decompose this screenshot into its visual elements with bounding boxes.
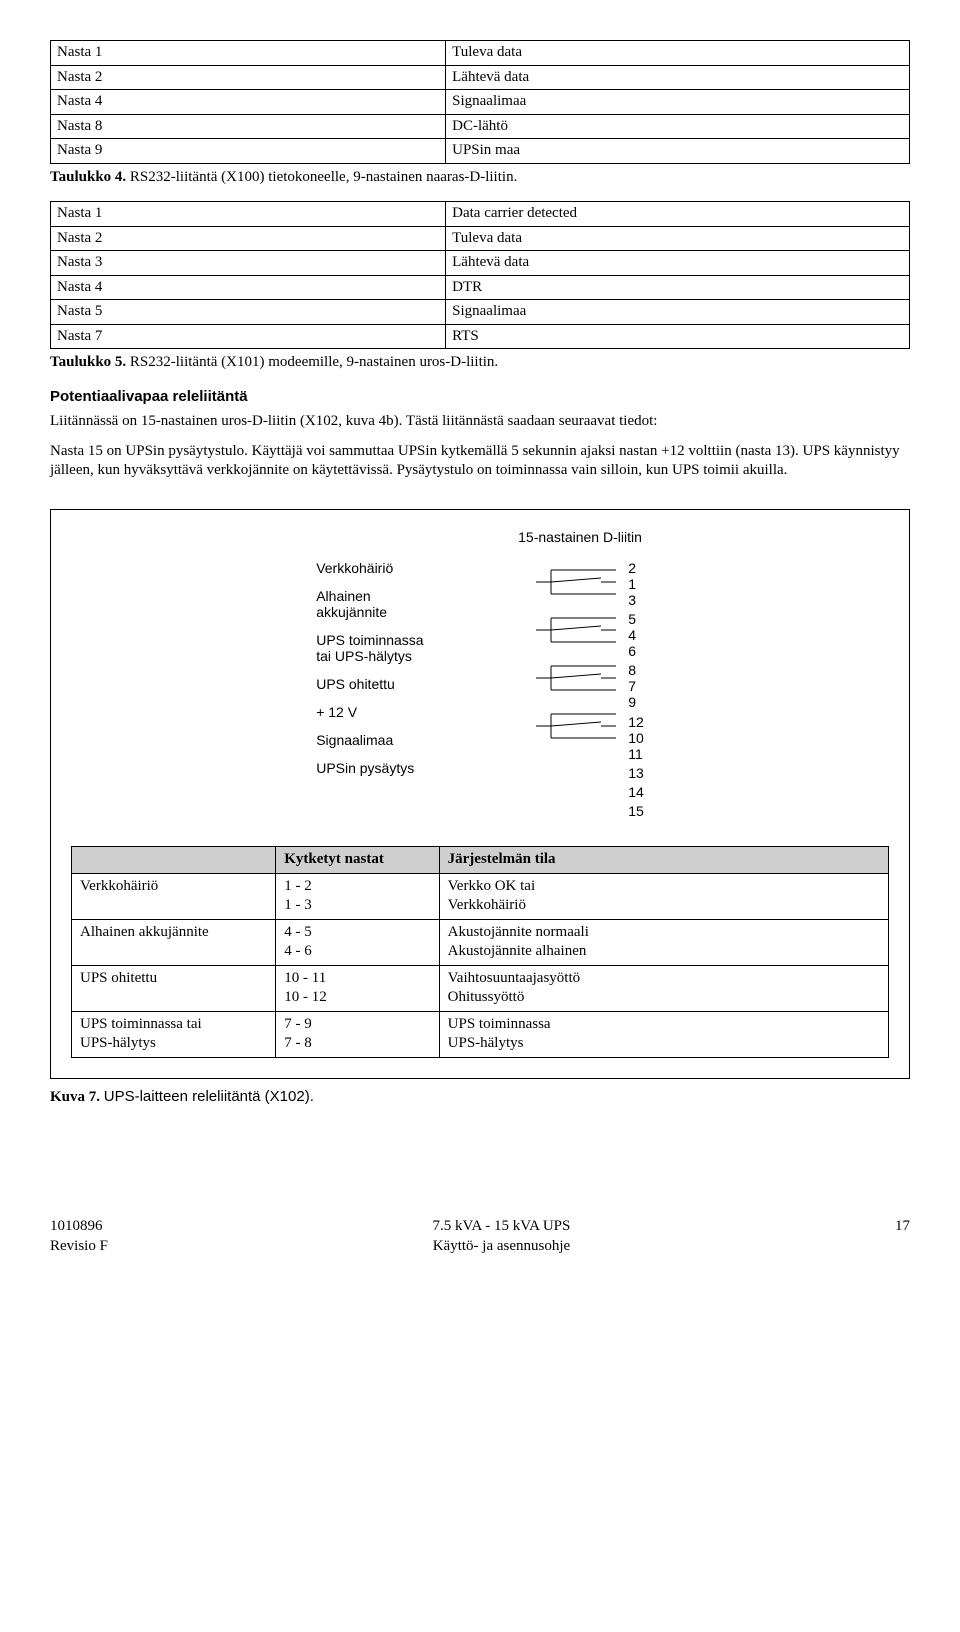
table-pinout-2: Nasta 1Data carrier detectedNasta 2Tulev…	[50, 201, 910, 349]
table2-caption-text: RS232-liitäntä (X101) modeemille, 9-nast…	[130, 354, 498, 370]
inner-th-1: Kytketyt nastat	[276, 847, 439, 874]
table-cell: 4 - 54 - 6	[276, 919, 439, 965]
pin-group: 879	[628, 662, 644, 710]
inner-th-blank	[72, 847, 276, 874]
table-cell: Tuleva data	[446, 41, 910, 66]
table-cell: 10 - 1110 - 12	[276, 965, 439, 1011]
figure-label: UPS toiminnassatai UPS-hälytys	[316, 632, 496, 664]
figure-layout: Verkkohäiriö Alhainenakkujännite UPS toimi…	[71, 560, 889, 822]
figure-left-labels: Verkkohäiriö Alhainenakkujännite UPS toimi…	[316, 560, 496, 822]
table-cell: Tuleva data	[446, 226, 910, 251]
footer-center: 7.5 kVA - 15 kVA UPS Käyttö- ja asennuso…	[433, 1217, 571, 1256]
table-cell: UPSin maa	[446, 139, 910, 164]
footer-left-1: 1010896	[50, 1217, 108, 1237]
table-row: Nasta 2Lähtevä data	[51, 65, 910, 90]
table-cell: DC-lähtö	[446, 114, 910, 139]
figure-label: UPS ohitettu	[316, 676, 496, 692]
section-heading: Potentiaalivapaa releliitäntä	[50, 387, 910, 407]
table-row: Nasta 1Tuleva data	[51, 41, 910, 66]
table-cell: Nasta 4	[51, 90, 446, 115]
paragraph-1: Liitännässä on 15-nastainen uros-D-liiti…	[50, 412, 910, 432]
table-cell: Signaalimaa	[446, 90, 910, 115]
table-row: Nasta 5Signaalimaa	[51, 300, 910, 325]
table-row: Verkkohäiriö1 - 21 - 3Verkko OK taiVerkk…	[72, 873, 889, 919]
table-cell: Signaalimaa	[446, 300, 910, 325]
table-cell: Verkko OK taiVerkkohäiriö	[439, 873, 888, 919]
table-cell: Nasta 9	[51, 139, 446, 164]
figure-label: Verkkohäiriö	[316, 560, 496, 576]
table-cell: Verkkohäiriö	[72, 873, 276, 919]
table-cell: 7 - 97 - 8	[276, 1011, 439, 1057]
table-cell: Nasta 8	[51, 114, 446, 139]
table-row: Alhainen akkujännite4 - 54 - 6Akustojänn…	[72, 919, 889, 965]
figure-label: + 12 V	[316, 704, 496, 720]
table1-caption: Taulukko 4. RS232-liitäntä (X100) tietok…	[50, 168, 910, 188]
table-cell: Nasta 3	[51, 251, 446, 276]
figure-box: 15-nastainen D-liitin VerkkohäiriöAlhain…	[50, 509, 910, 1079]
footer-left-2: Revisio F	[50, 1237, 108, 1257]
table-row: UPS toiminnassa taiUPS-hälytys7 - 97 - 8…	[72, 1011, 889, 1057]
table-cell: Nasta 5	[51, 300, 446, 325]
table-cell: UPS ohitettu	[72, 965, 276, 1011]
table-cell: Lähtevä data	[446, 251, 910, 276]
table-cell: DTR	[446, 275, 910, 300]
table-cell: Nasta 1	[51, 202, 446, 227]
table-cell: Nasta 1	[51, 41, 446, 66]
table-cell: 1 - 21 - 3	[276, 873, 439, 919]
page-footer: 1010896 Revisio F 7.5 kVA - 15 kVA UPS K…	[50, 1217, 910, 1256]
table1-caption-bold: Taulukko 4.	[50, 169, 126, 185]
figure-title: 15-nastainen D-liitin	[271, 528, 889, 546]
figure-label: UPSin pysäytys	[316, 760, 496, 776]
table-cell: Nasta 2	[51, 65, 446, 90]
table-cell: Nasta 2	[51, 226, 446, 251]
relay-state-table: Kytketyt nastat Järjestelmän tila Verkko…	[71, 846, 889, 1058]
figure-pin-numbers: 213 546 879 121011 13 14 15	[628, 560, 644, 822]
table-row: Nasta 1Data carrier detected	[51, 202, 910, 227]
table-cell: Lähtevä data	[446, 65, 910, 90]
figure-caption-text: UPS-laitteen releliitäntä (X102).	[104, 1088, 314, 1105]
table1-caption-text: RS232-liitäntä (X100) tietokoneelle, 9-n…	[130, 169, 517, 185]
paragraph-2: Nasta 15 on UPSin pysäytystulo. Käyttäjä…	[50, 442, 910, 481]
footer-center-2: Käyttö- ja asennusohje	[433, 1237, 571, 1257]
footer-left: 1010896 Revisio F	[50, 1217, 108, 1256]
figure-caption: Kuva 7. UPS-laitteen releliitäntä (X102)…	[50, 1087, 910, 1108]
table2-caption: Taulukko 5. RS232-liitäntä (X101) modeem…	[50, 353, 910, 373]
pin-group: 213	[628, 560, 644, 608]
pin-group: 121011	[628, 714, 644, 762]
figure-caption-bold: Kuva 7.	[50, 1089, 100, 1105]
table-cell: Akustojännite normaaliAkustojännite alha…	[439, 919, 888, 965]
table-row: Nasta 3Lähtevä data	[51, 251, 910, 276]
table-cell: UPS toiminnassa taiUPS-hälytys	[72, 1011, 276, 1057]
table-row: Nasta 7RTS	[51, 324, 910, 349]
pin-group: 13	[628, 765, 644, 781]
footer-right: 17	[895, 1217, 910, 1256]
pin-group: 546	[628, 611, 644, 659]
inner-th-2: Järjestelmän tila	[439, 847, 888, 874]
table-row: Nasta 4Signaalimaa	[51, 90, 910, 115]
table-cell: Nasta 4	[51, 275, 446, 300]
table-row: Nasta 9UPSin maa	[51, 139, 910, 164]
table2-caption-bold: Taulukko 5.	[50, 354, 126, 370]
table-cell: UPS toiminnassaUPS-hälytys	[439, 1011, 888, 1057]
figure-label: Alhainenakkujännite	[316, 588, 496, 620]
table-row: Nasta 8DC-lähtö	[51, 114, 910, 139]
pin-group: 14	[628, 784, 644, 800]
figure-right: 213 546 879 121011 13 14 15	[536, 560, 644, 822]
relay-contacts	[536, 560, 616, 822]
footer-center-1: 7.5 kVA - 15 kVA UPS	[433, 1217, 571, 1237]
table-cell: RTS	[446, 324, 910, 349]
table-row: UPS ohitettu10 - 1110 - 12Vaihtosuuntaaj…	[72, 965, 889, 1011]
table-cell: Alhainen akkujännite	[72, 919, 276, 965]
table-row: Nasta 4DTR	[51, 275, 910, 300]
table-row: Nasta 2Tuleva data	[51, 226, 910, 251]
figure-label: Signaalimaa	[316, 732, 496, 748]
pin-group: 15	[628, 803, 644, 819]
table-cell: Nasta 7	[51, 324, 446, 349]
relay-svg	[536, 560, 616, 810]
table-cell: Data carrier detected	[446, 202, 910, 227]
table-pinout-1: Nasta 1Tuleva dataNasta 2Lähtevä dataNas…	[50, 40, 910, 164]
table-cell: VaihtosuuntaajasyöttöOhitussyöttö	[439, 965, 888, 1011]
